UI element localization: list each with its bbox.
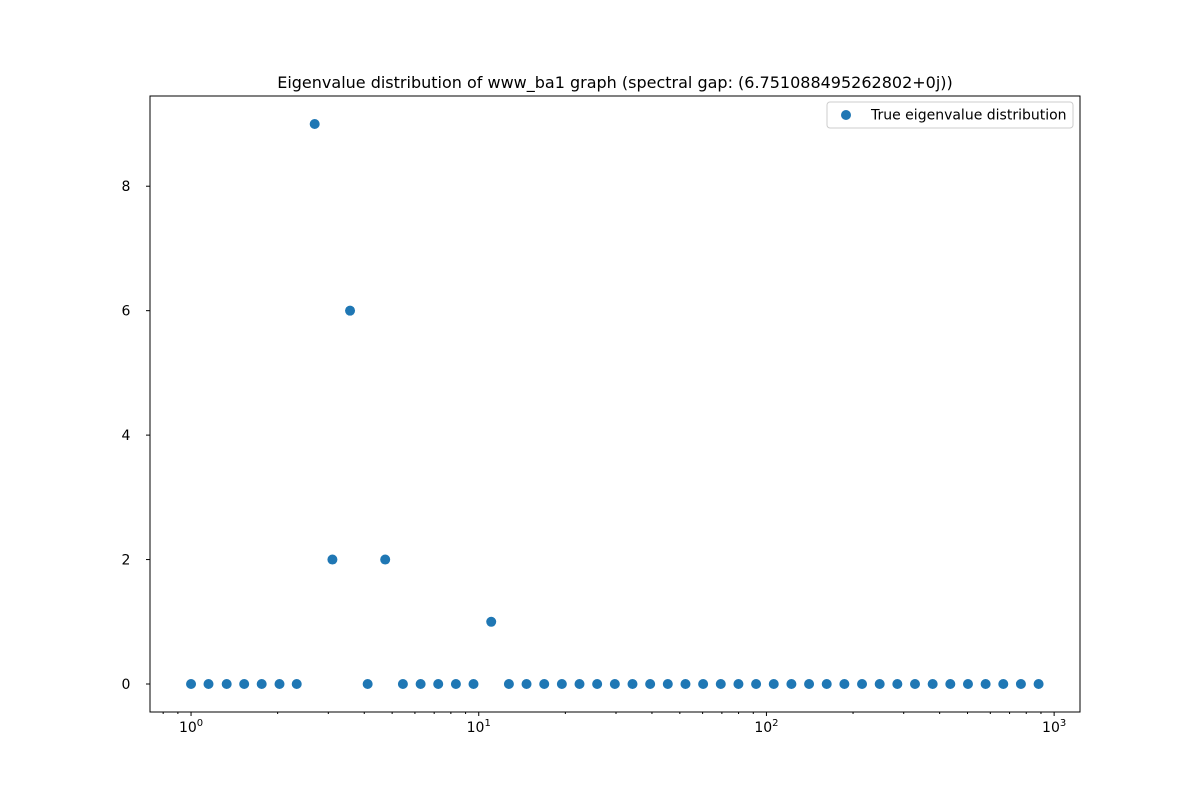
scatter-point: [539, 679, 550, 689]
scatter-point: [345, 305, 356, 316]
scatter-point: [874, 679, 885, 689]
scatter-point: [627, 679, 638, 689]
x-tick-label: 100: [179, 718, 203, 736]
scatter-point: [221, 679, 232, 689]
axes-frame: [149, 95, 1081, 713]
scatter-point: [1033, 679, 1044, 689]
scatter-point: [450, 679, 461, 689]
scatter-point: [203, 679, 214, 689]
x-tick-label: 101: [467, 718, 491, 736]
scatter-point: [662, 679, 673, 689]
scatter-point: [592, 679, 603, 689]
y-tick-label: 0: [122, 677, 131, 693]
scatter-point: [980, 679, 991, 689]
scatter-point: [433, 679, 444, 689]
scatter-point: [998, 679, 1009, 689]
scatter-point: [927, 679, 938, 689]
legend-label: True eigenvalue distribution: [870, 108, 1067, 124]
scatter-point: [486, 616, 497, 627]
scatter-point: [1015, 679, 1026, 689]
chart-title: Eigenvalue distribution of www_ba1 graph…: [277, 73, 953, 93]
x-tick-label: 103: [1042, 718, 1066, 736]
scatter-point: [751, 679, 762, 689]
scatter-point: [733, 679, 744, 689]
scatter-point: [362, 679, 373, 689]
scatter-point: [892, 679, 903, 689]
scatter-point: [715, 679, 726, 689]
scatter-series: [186, 119, 1044, 689]
scatter-point: [309, 119, 320, 129]
scatter-point: [804, 679, 815, 689]
scatter-point: [415, 679, 426, 689]
scatter-point: [186, 679, 197, 689]
scatter-point: [327, 554, 338, 565]
scatter-point: [962, 679, 973, 689]
scatter-point: [397, 679, 408, 689]
scatter-point: [680, 679, 691, 689]
y-axis: 0 2 4 6 8: [122, 179, 150, 693]
scatter-point: [574, 679, 585, 689]
scatter-point: [786, 679, 797, 689]
scatter-point: [468, 679, 479, 689]
scatter-point: [380, 554, 391, 565]
legend-box: [826, 101, 1074, 129]
scatter-point: [503, 679, 514, 689]
scatter-point: [291, 679, 302, 689]
y-tick-label: 6: [122, 304, 131, 320]
scatter-point: [857, 679, 868, 689]
scatter-point: [839, 679, 850, 689]
scatter-point: [521, 679, 532, 689]
scatter-point: [910, 679, 920, 689]
legend: True eigenvalue distribution: [826, 101, 1074, 129]
scatter-point: [645, 679, 656, 689]
y-tick-label: 8: [122, 179, 131, 195]
legend-marker: [841, 110, 851, 120]
x-axis: 100 101 102 103: [162, 712, 1066, 736]
y-tick-label: 2: [122, 553, 131, 569]
scatter-point: [274, 679, 285, 689]
x-tick-label: 102: [754, 718, 778, 736]
scatter-point: [768, 679, 779, 689]
scatter-point: [945, 679, 956, 689]
scatter-point: [609, 679, 620, 689]
scatter-point: [556, 679, 567, 689]
scatter-point: [239, 679, 250, 689]
scatter-point: [256, 679, 267, 689]
y-tick-label: 4: [122, 428, 131, 444]
scatter-point: [821, 679, 832, 689]
scatter-point: [698, 679, 709, 689]
